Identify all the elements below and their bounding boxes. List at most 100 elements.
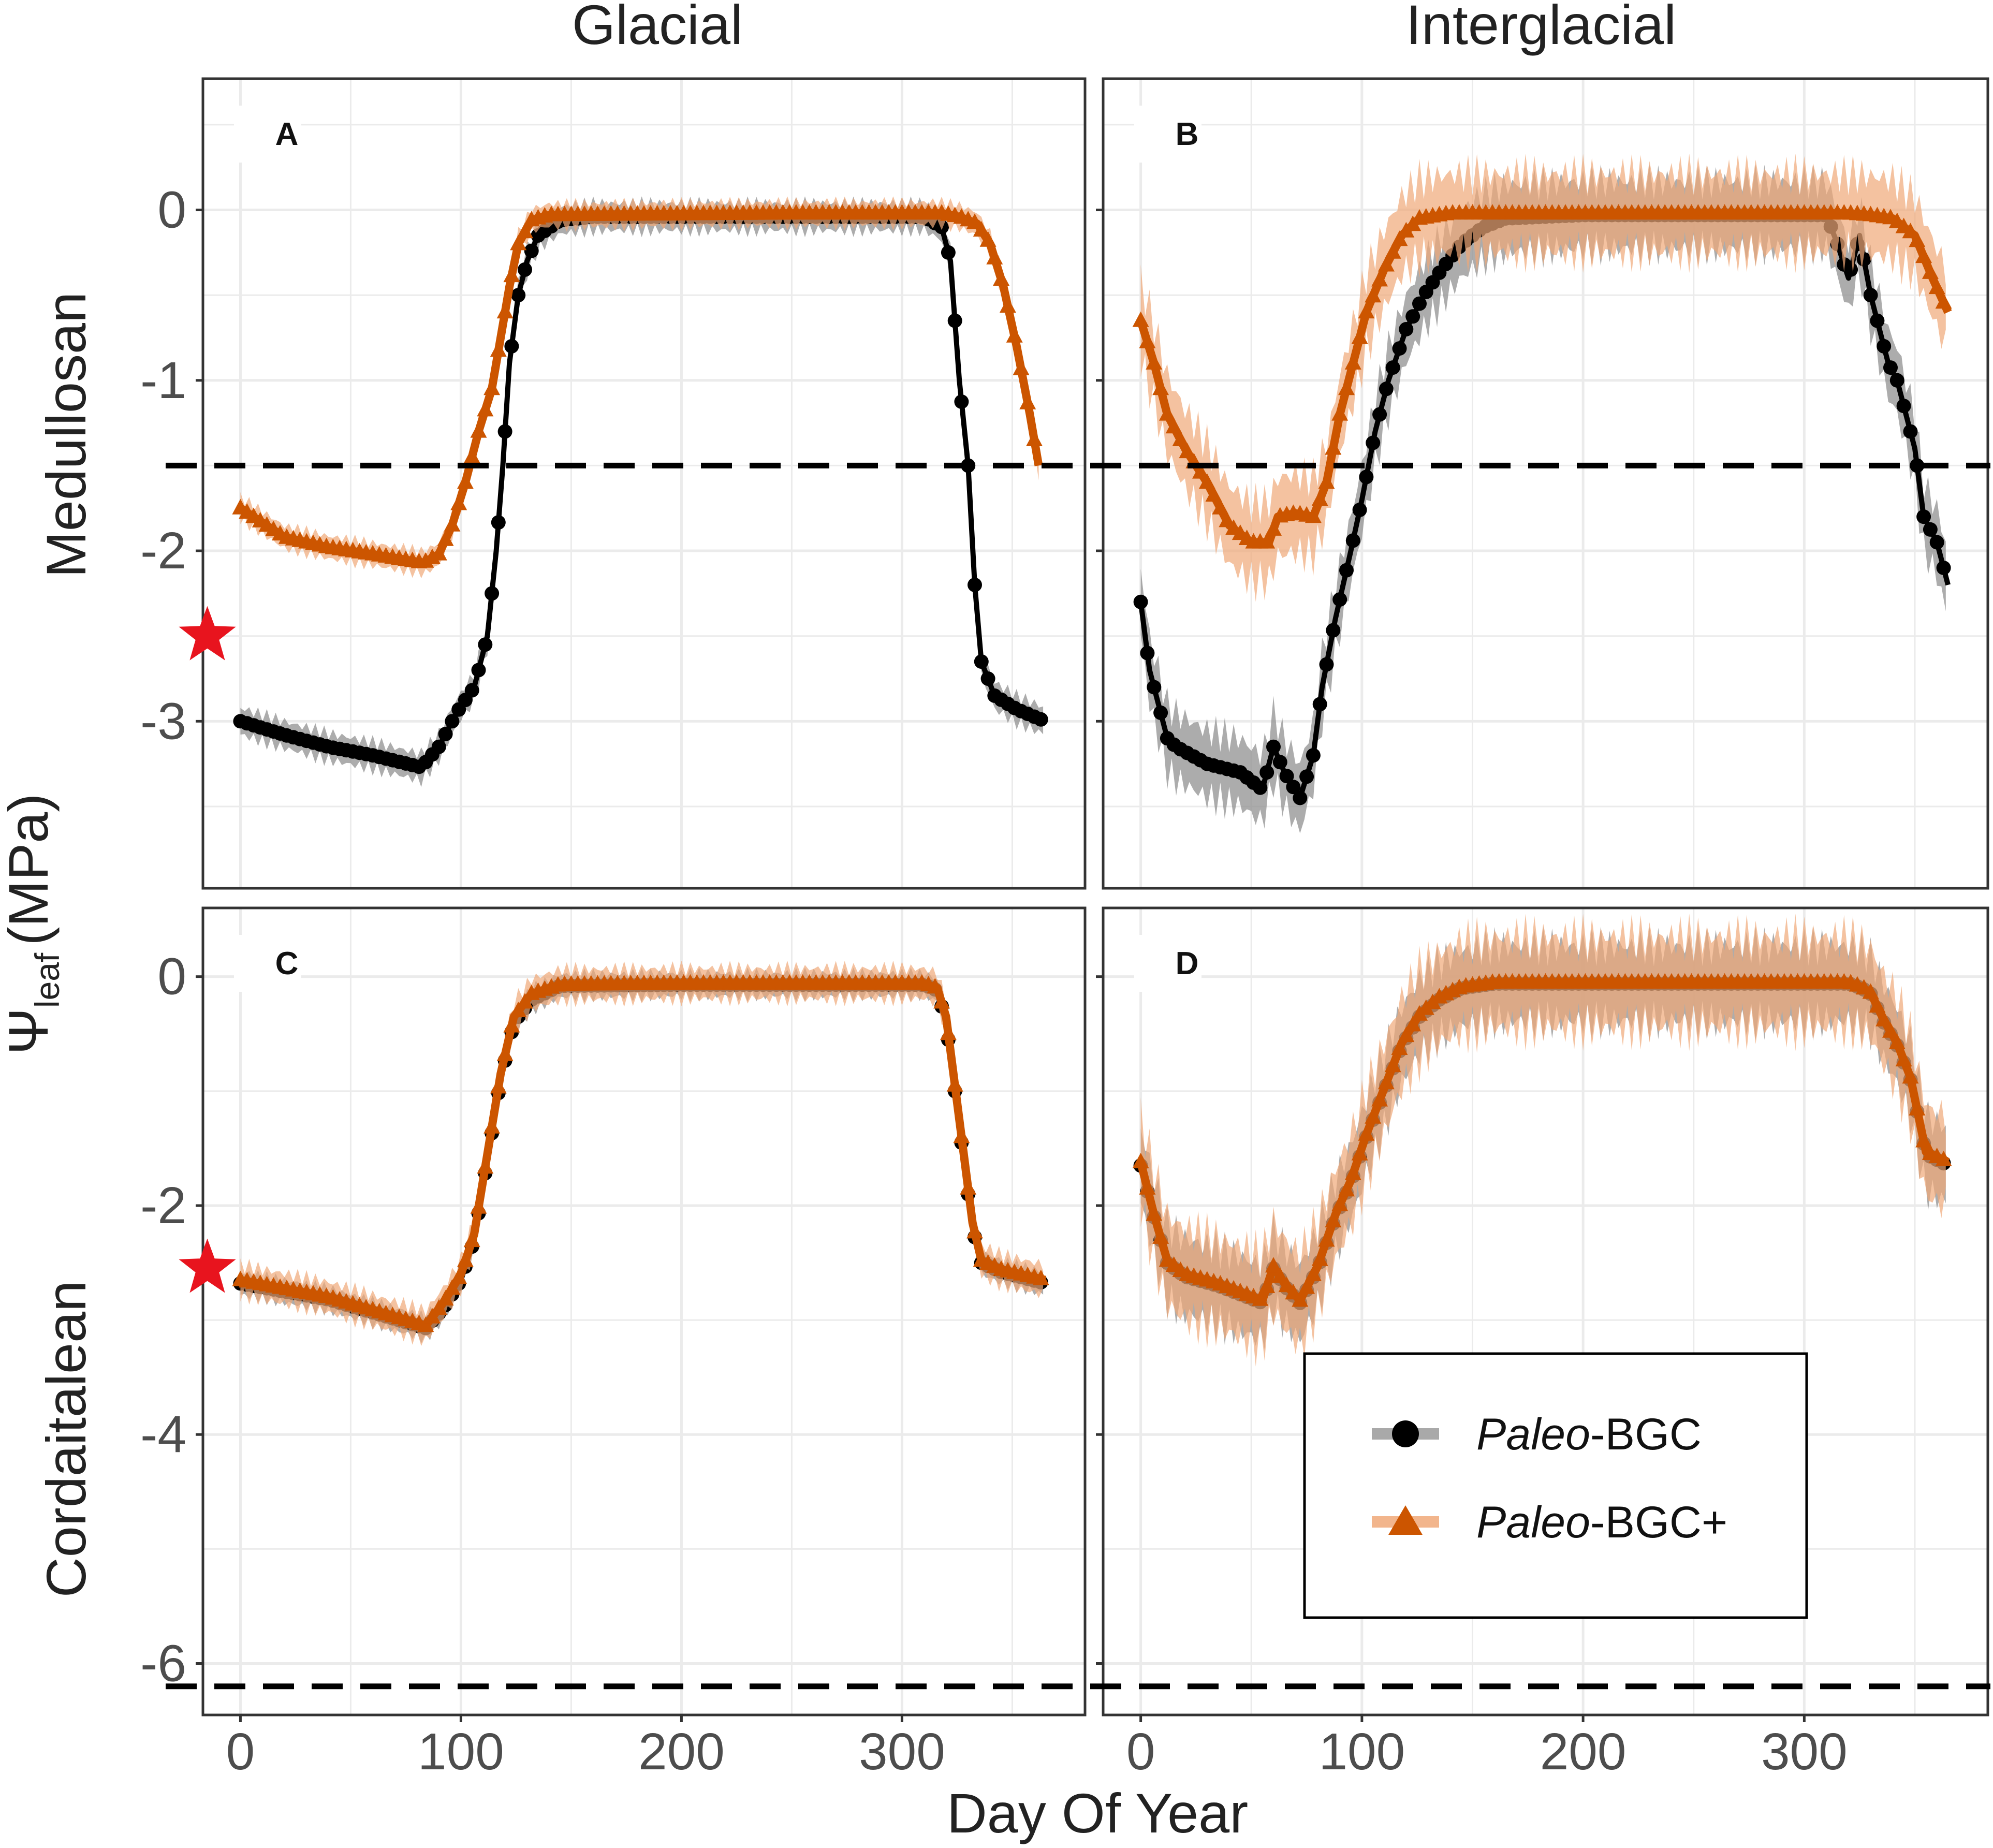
panel-d-point-paleo-bgc-plus: [1358, 1125, 1375, 1141]
panel-b-point-paleo-bgc: [1266, 739, 1281, 754]
panel-d-point-paleo-bgc-plus: [1271, 1267, 1288, 1283]
panel-c-point-paleo-bgc-plus: [503, 1017, 520, 1033]
panel-a-ytick-label: -3: [140, 692, 186, 750]
panel-b-point-paleo-bgc: [1133, 594, 1148, 609]
panel-b-point-paleo-bgc: [1379, 382, 1394, 397]
panel-b-point-paleo-bgc-plus: [1377, 256, 1395, 272]
panel-a-point-paleo-bgc: [445, 714, 460, 729]
panel-b-point-paleo-bgc: [1312, 697, 1327, 712]
panel-b-point-paleo-bgc-plus: [1915, 247, 1932, 263]
panel-b-point-paleo-bgc: [1339, 563, 1354, 578]
panel-c-point-paleo-bgc-plus: [417, 1316, 434, 1332]
panel-a-label-background: [234, 106, 301, 163]
panel-b-point-paleo-bgc-plus: [1258, 533, 1276, 549]
panel-d-xtick-label: 0: [1126, 1723, 1155, 1781]
panel-a-border: [201, 77, 1087, 890]
panel-b-point-paleo-bgc: [1910, 458, 1925, 473]
panel-b-point-paleo-bgc: [1272, 755, 1287, 770]
panel-d-band-paleo-bgc-plus: [1140, 914, 1946, 1367]
panel-a-point-paleo-bgc: [980, 671, 995, 686]
panel-d-point-paleo-bgc-plus: [1915, 1132, 1932, 1148]
panel-b-point-paleo-bgc-plus: [1358, 303, 1375, 319]
panel-c-point-paleo-bgc-plus: [966, 1223, 983, 1239]
panel-a-point-paleo-bgc: [431, 739, 446, 754]
panel-d-point-paleo-bgc-plus: [1146, 1205, 1163, 1221]
panel-a-point-paleo-bgc-plus: [517, 223, 533, 239]
panel-d-label: D: [1176, 946, 1199, 981]
panel-a-point-paleo-bgc: [947, 313, 962, 328]
panel-c-ytick-label: -6: [140, 1634, 186, 1692]
panel-a-background: [203, 79, 1085, 888]
panel-c-point-paleo-bgc-plus: [450, 1268, 467, 1284]
panel-a-ytick-label: 0: [157, 181, 186, 239]
panel-a-point-paleo-bgc-plus: [496, 303, 514, 319]
panel-b-point-paleo-bgc-plus: [1132, 311, 1149, 327]
panels: A 0 -1 -2 -3 B C 0 -2 -4 -6 0 100 200 300 D 0 100 200 300: [140, 77, 1989, 1781]
panel-a-point-paleo-bgc: [1033, 712, 1048, 727]
panel-d-point-paleo-bgc-plus: [1292, 1291, 1309, 1307]
panel-d-point-paleo-bgc-plus: [1895, 1051, 1912, 1067]
panel-b-point-paleo-bgc-plus: [1344, 354, 1361, 370]
panel-c-grid: [203, 908, 1085, 1715]
panel-d-label-background: [1134, 935, 1201, 992]
panel-d-point-paleo-bgc-plus: [1139, 1179, 1156, 1195]
panel-d-border: [1102, 906, 1989, 1717]
panel-b-point-paleo-bgc-plus: [1351, 328, 1368, 344]
panel-d-point-paleo-bgc-plus: [1365, 1108, 1382, 1124]
panel-c-border: [201, 906, 1087, 1717]
panel-d-point-paleo-bgc-plus: [1344, 1164, 1361, 1180]
panel-c-ytick-label: -4: [140, 1405, 186, 1463]
panel-b-point-paleo-bgc: [1153, 705, 1168, 720]
panel-b-point-paleo-bgc: [1140, 646, 1155, 661]
panel-a: A 0 -1 -2 -3: [140, 77, 1087, 890]
panel-c-point-paleo-bgc-plus: [430, 1299, 447, 1315]
panel-b-point-paleo-bgc-plus: [1909, 231, 1926, 247]
panel-a-point-paleo-bgc-plus: [1019, 393, 1036, 409]
panel-b-point-paleo-bgc: [1896, 399, 1911, 414]
panel-d-point-paleo-bgc-plus: [1371, 1091, 1388, 1107]
panel-c-point-paleo-bgc-plus: [1032, 1269, 1049, 1285]
panel-d-point-paleo-bgc-plus: [1152, 1228, 1169, 1244]
panel-b-point-paleo-bgc-plus: [1338, 379, 1355, 395]
row-title-medullosan: Medullosan: [35, 292, 97, 578]
panel-c-point-paleo-bgc-plus: [483, 1118, 501, 1134]
panel-a-point-paleo-bgc-plus: [1006, 327, 1023, 343]
panel-d-point-paleo-bgc-plus: [1391, 1039, 1408, 1055]
panel-b-point-paleo-bgc-plus: [1179, 443, 1196, 459]
panel-b-point-paleo-bgc-plus: [1391, 230, 1408, 246]
panel-b-point-paleo-bgc: [1385, 360, 1400, 375]
panel-c-xtick-label: 300: [859, 1723, 945, 1781]
panel-a-point-paleo-bgc-plus: [450, 494, 467, 510]
panel-d-point-paleo-bgc-plus: [1888, 1033, 1906, 1049]
panel-b-point-paleo-bgc: [1870, 313, 1885, 328]
panel-b-point-paleo-bgc-plus: [1365, 287, 1382, 303]
panel-a-point-paleo-bgc-plus: [966, 213, 983, 229]
panel-c-point-paleo-bgc-plus: [437, 1290, 454, 1306]
y-axis-unit: (MPa): [0, 794, 60, 946]
panel-a-point-paleo-bgc-plus: [503, 267, 520, 283]
panel-b-point-paleo-bgc-plus: [1198, 473, 1215, 489]
panel-b-point-paleo-bgc-plus: [1152, 379, 1169, 395]
panel-a-point-paleo-bgc-plus: [457, 473, 474, 489]
panel-d-point-paleo-bgc-plus: [1909, 1099, 1926, 1116]
panel-b-point-paleo-bgc: [1936, 561, 1951, 575]
panel-b-point-paleo-bgc: [1306, 748, 1321, 763]
panel-a-point-paleo-bgc-plus: [430, 545, 447, 561]
panel-d-point-paleo-bgc-plus: [1404, 1016, 1422, 1032]
panel-b-label-background: [1134, 106, 1201, 163]
panel-d-xtick-label: 200: [1540, 1723, 1626, 1781]
panel-d-point-paleo-bgc-plus: [1338, 1181, 1355, 1197]
panel-c-point-paleo-bgc-plus: [517, 993, 533, 1009]
panel-c-point-paleo-bgc-plus: [490, 1078, 507, 1094]
panel-a-point-paleo-bgc-plus: [973, 221, 990, 237]
panel-a-point-paleo-bgc-plus: [1013, 359, 1030, 375]
panel-b-point-paleo-bgc-plus: [1139, 332, 1156, 348]
panel-b-point-paleo-bgc-plus: [1318, 473, 1335, 489]
panel-c-point-paleo-bgc-plus: [463, 1231, 480, 1248]
y-axis-symbol: Ψ: [0, 1008, 60, 1054]
panel-a-point-paleo-bgc: [464, 683, 479, 698]
panel-a-point-paleo-bgc-plus: [470, 422, 487, 438]
panel-d-point-paleo-bgc-plus: [1351, 1145, 1368, 1161]
panel-b-point-paleo-bgc: [1299, 769, 1314, 784]
panel-b-border: [1102, 77, 1989, 890]
